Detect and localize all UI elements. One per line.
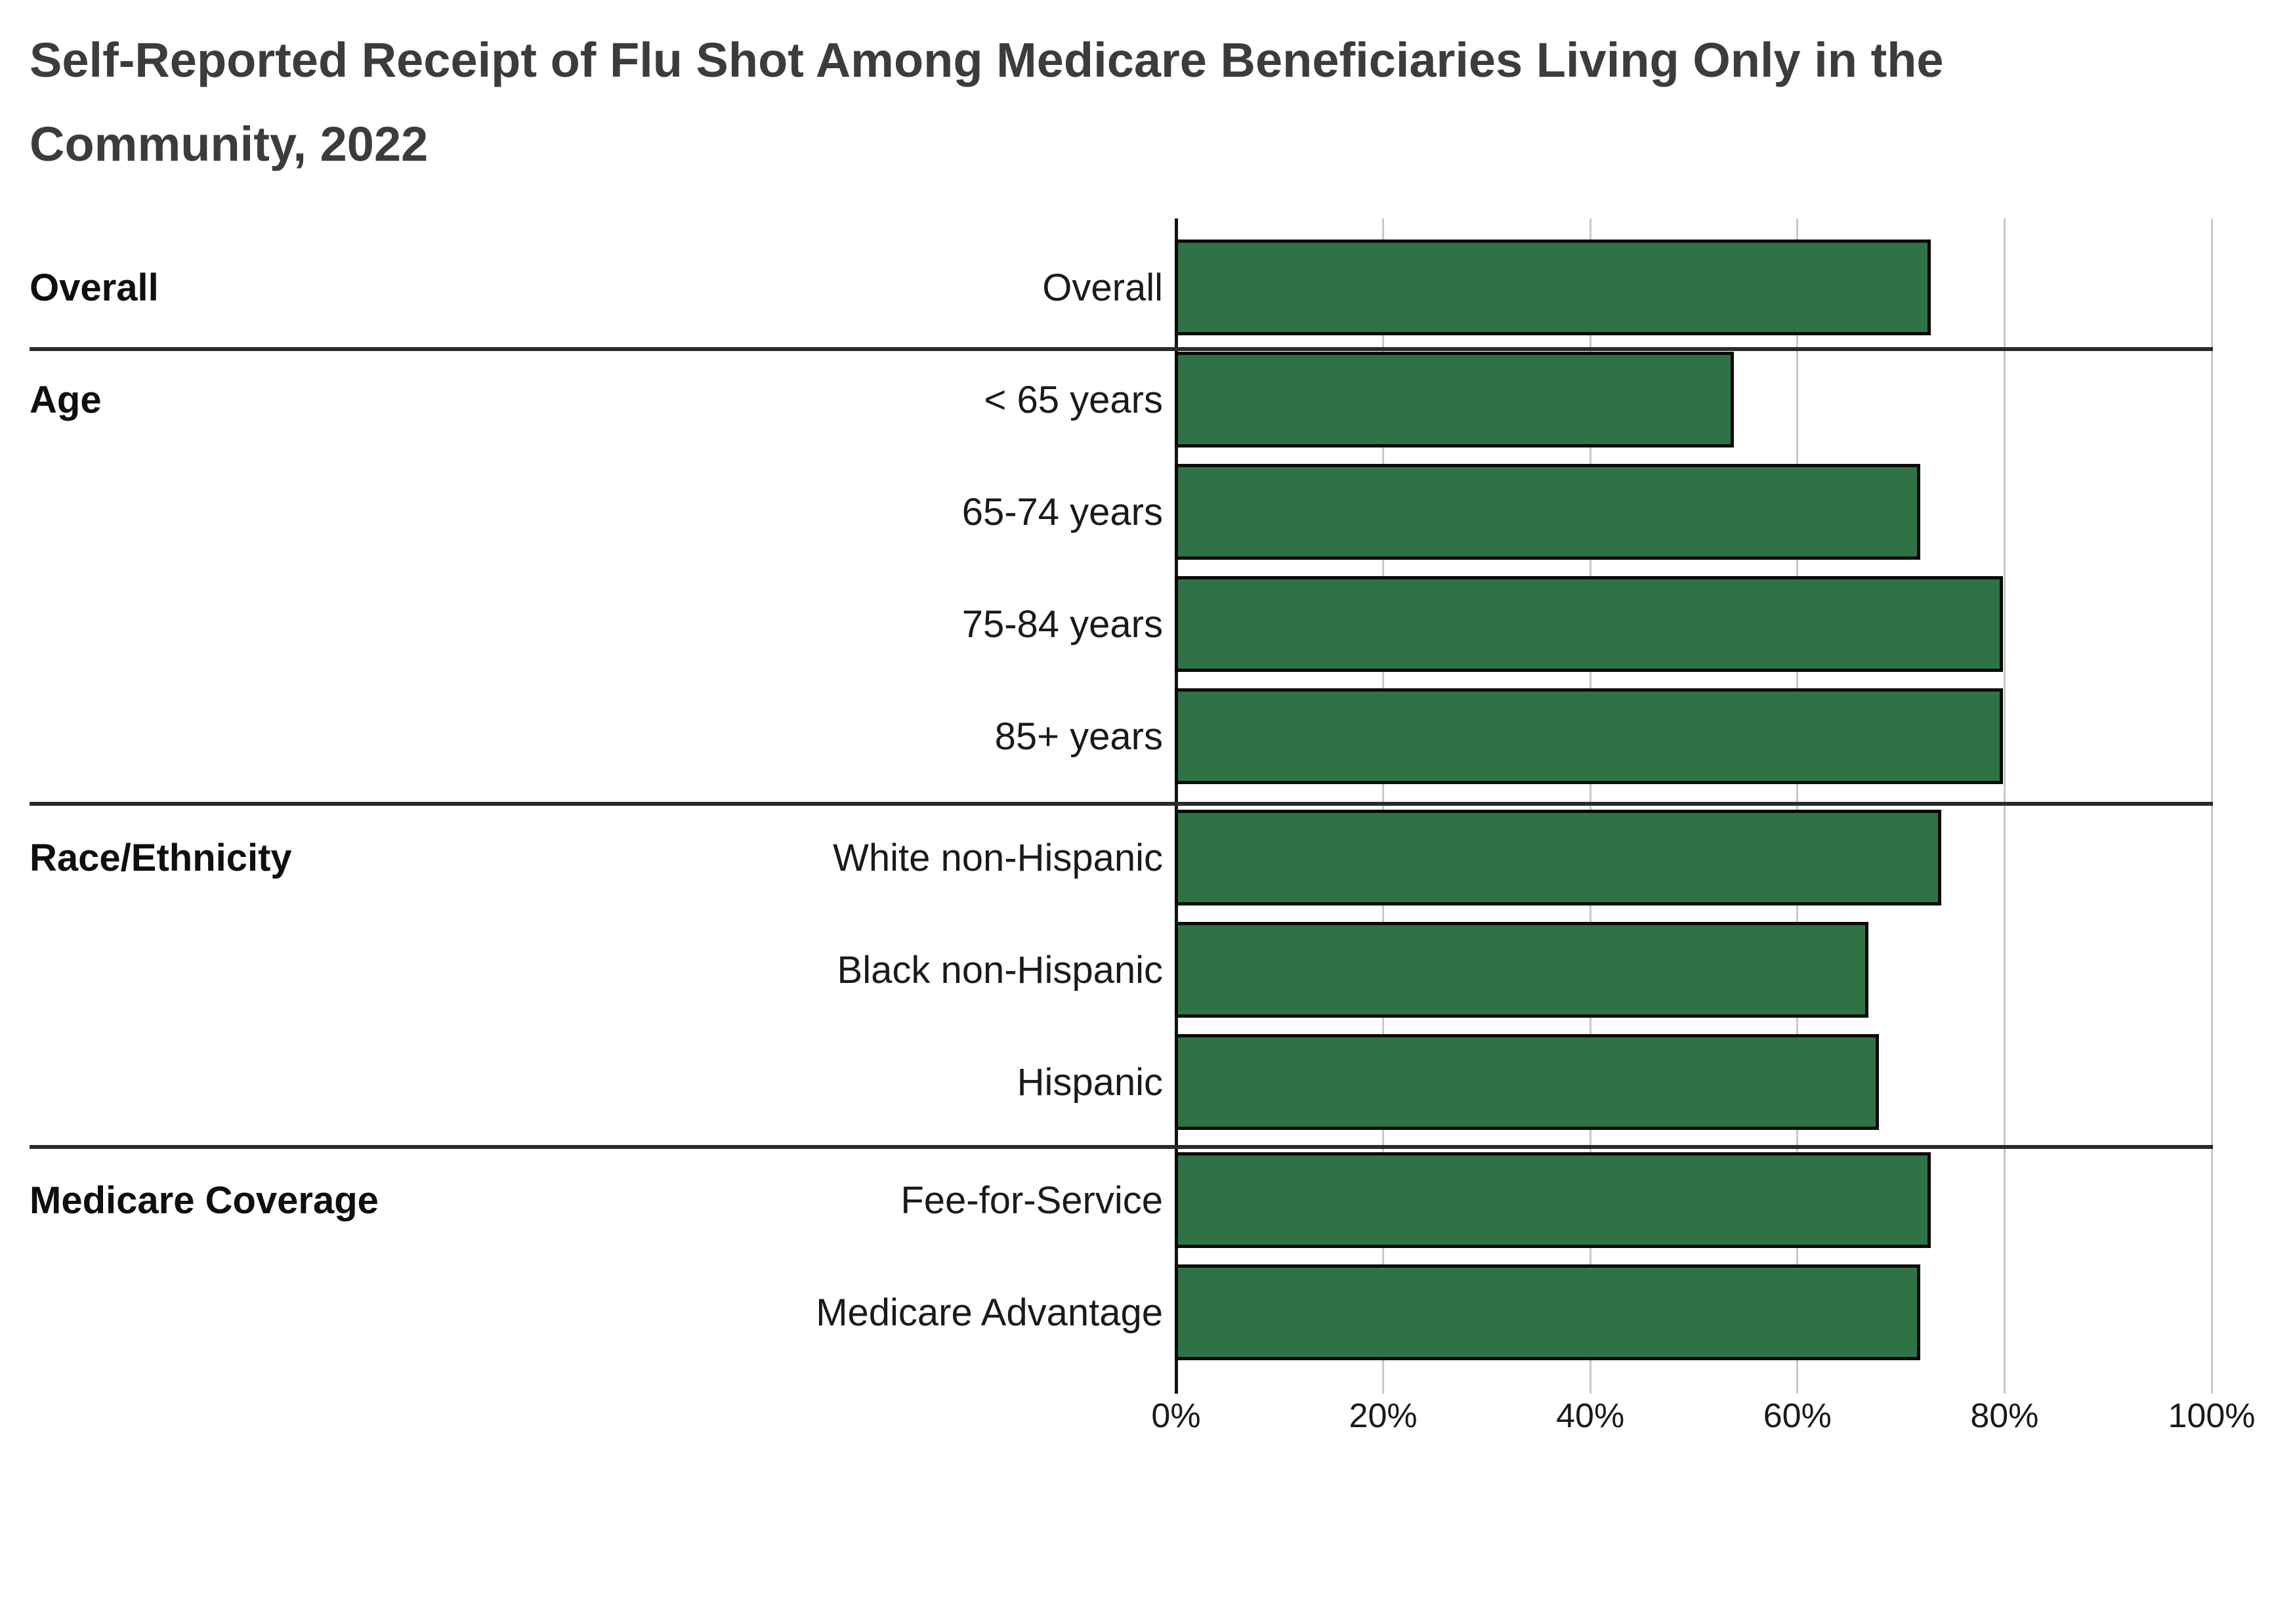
section-divider-3 — [30, 1145, 2213, 1149]
row-label: < 65 years — [984, 378, 1163, 421]
x-tick-label-100%: 100% — [2168, 1397, 2256, 1435]
gridline-20% — [1382, 219, 1385, 1394]
row-label: Fee-for-Service — [900, 1178, 1163, 1222]
section-label-age: Age — [30, 378, 102, 421]
row-label: White non-Hispanic — [833, 836, 1163, 879]
x-tick-label-20%: 20% — [1349, 1397, 1418, 1435]
gridline-80% — [2003, 219, 2006, 1394]
section-divider-1 — [30, 347, 2213, 351]
bar-hispanic — [1175, 1034, 1879, 1130]
x-tick-label-40%: 40% — [1556, 1397, 1625, 1435]
bar-65-74-years — [1175, 464, 1920, 560]
bar-black-non-hispanic — [1175, 922, 1868, 1018]
row-label: Hispanic — [1017, 1060, 1163, 1104]
x-tick-label-0%: 0% — [1151, 1397, 1201, 1435]
row-label: 75-84 years — [961, 602, 1163, 646]
section-label-overall: Overall — [30, 266, 159, 309]
x-tick-label-60%: 60% — [1763, 1397, 1832, 1435]
chart-title: Self-Reported Receipt of Flu Shot Among … — [30, 33, 1944, 171]
bar--65-years — [1175, 352, 1734, 448]
x-tick-label-80%: 80% — [1970, 1397, 2039, 1435]
row-label: Black non-Hispanic — [837, 948, 1163, 991]
row-label: Overall — [1042, 266, 1163, 309]
bar-white-non-hispanic — [1175, 810, 1941, 906]
section-divider-2 — [30, 802, 2213, 806]
bar-75-84-years — [1175, 576, 2003, 672]
gridline-60% — [1796, 219, 1799, 1394]
gridline-100% — [2210, 219, 2213, 1394]
row-label: Medicare Advantage — [816, 1291, 1163, 1334]
row-label: 65-74 years — [961, 490, 1163, 533]
section-label-race-ethnicity: Race/Ethnicity — [30, 836, 292, 879]
row-label: 85+ years — [994, 715, 1163, 758]
section-label-medicare-coverage: Medicare Coverage — [30, 1178, 379, 1222]
y-axis-line — [1174, 219, 1178, 1394]
gridline-40% — [1589, 219, 1591, 1394]
bar-medicare-advantage — [1175, 1264, 1920, 1360]
bar-fee-for-service — [1175, 1152, 1931, 1248]
bar-85-years — [1175, 688, 2003, 784]
bar-overall — [1175, 239, 1931, 335]
